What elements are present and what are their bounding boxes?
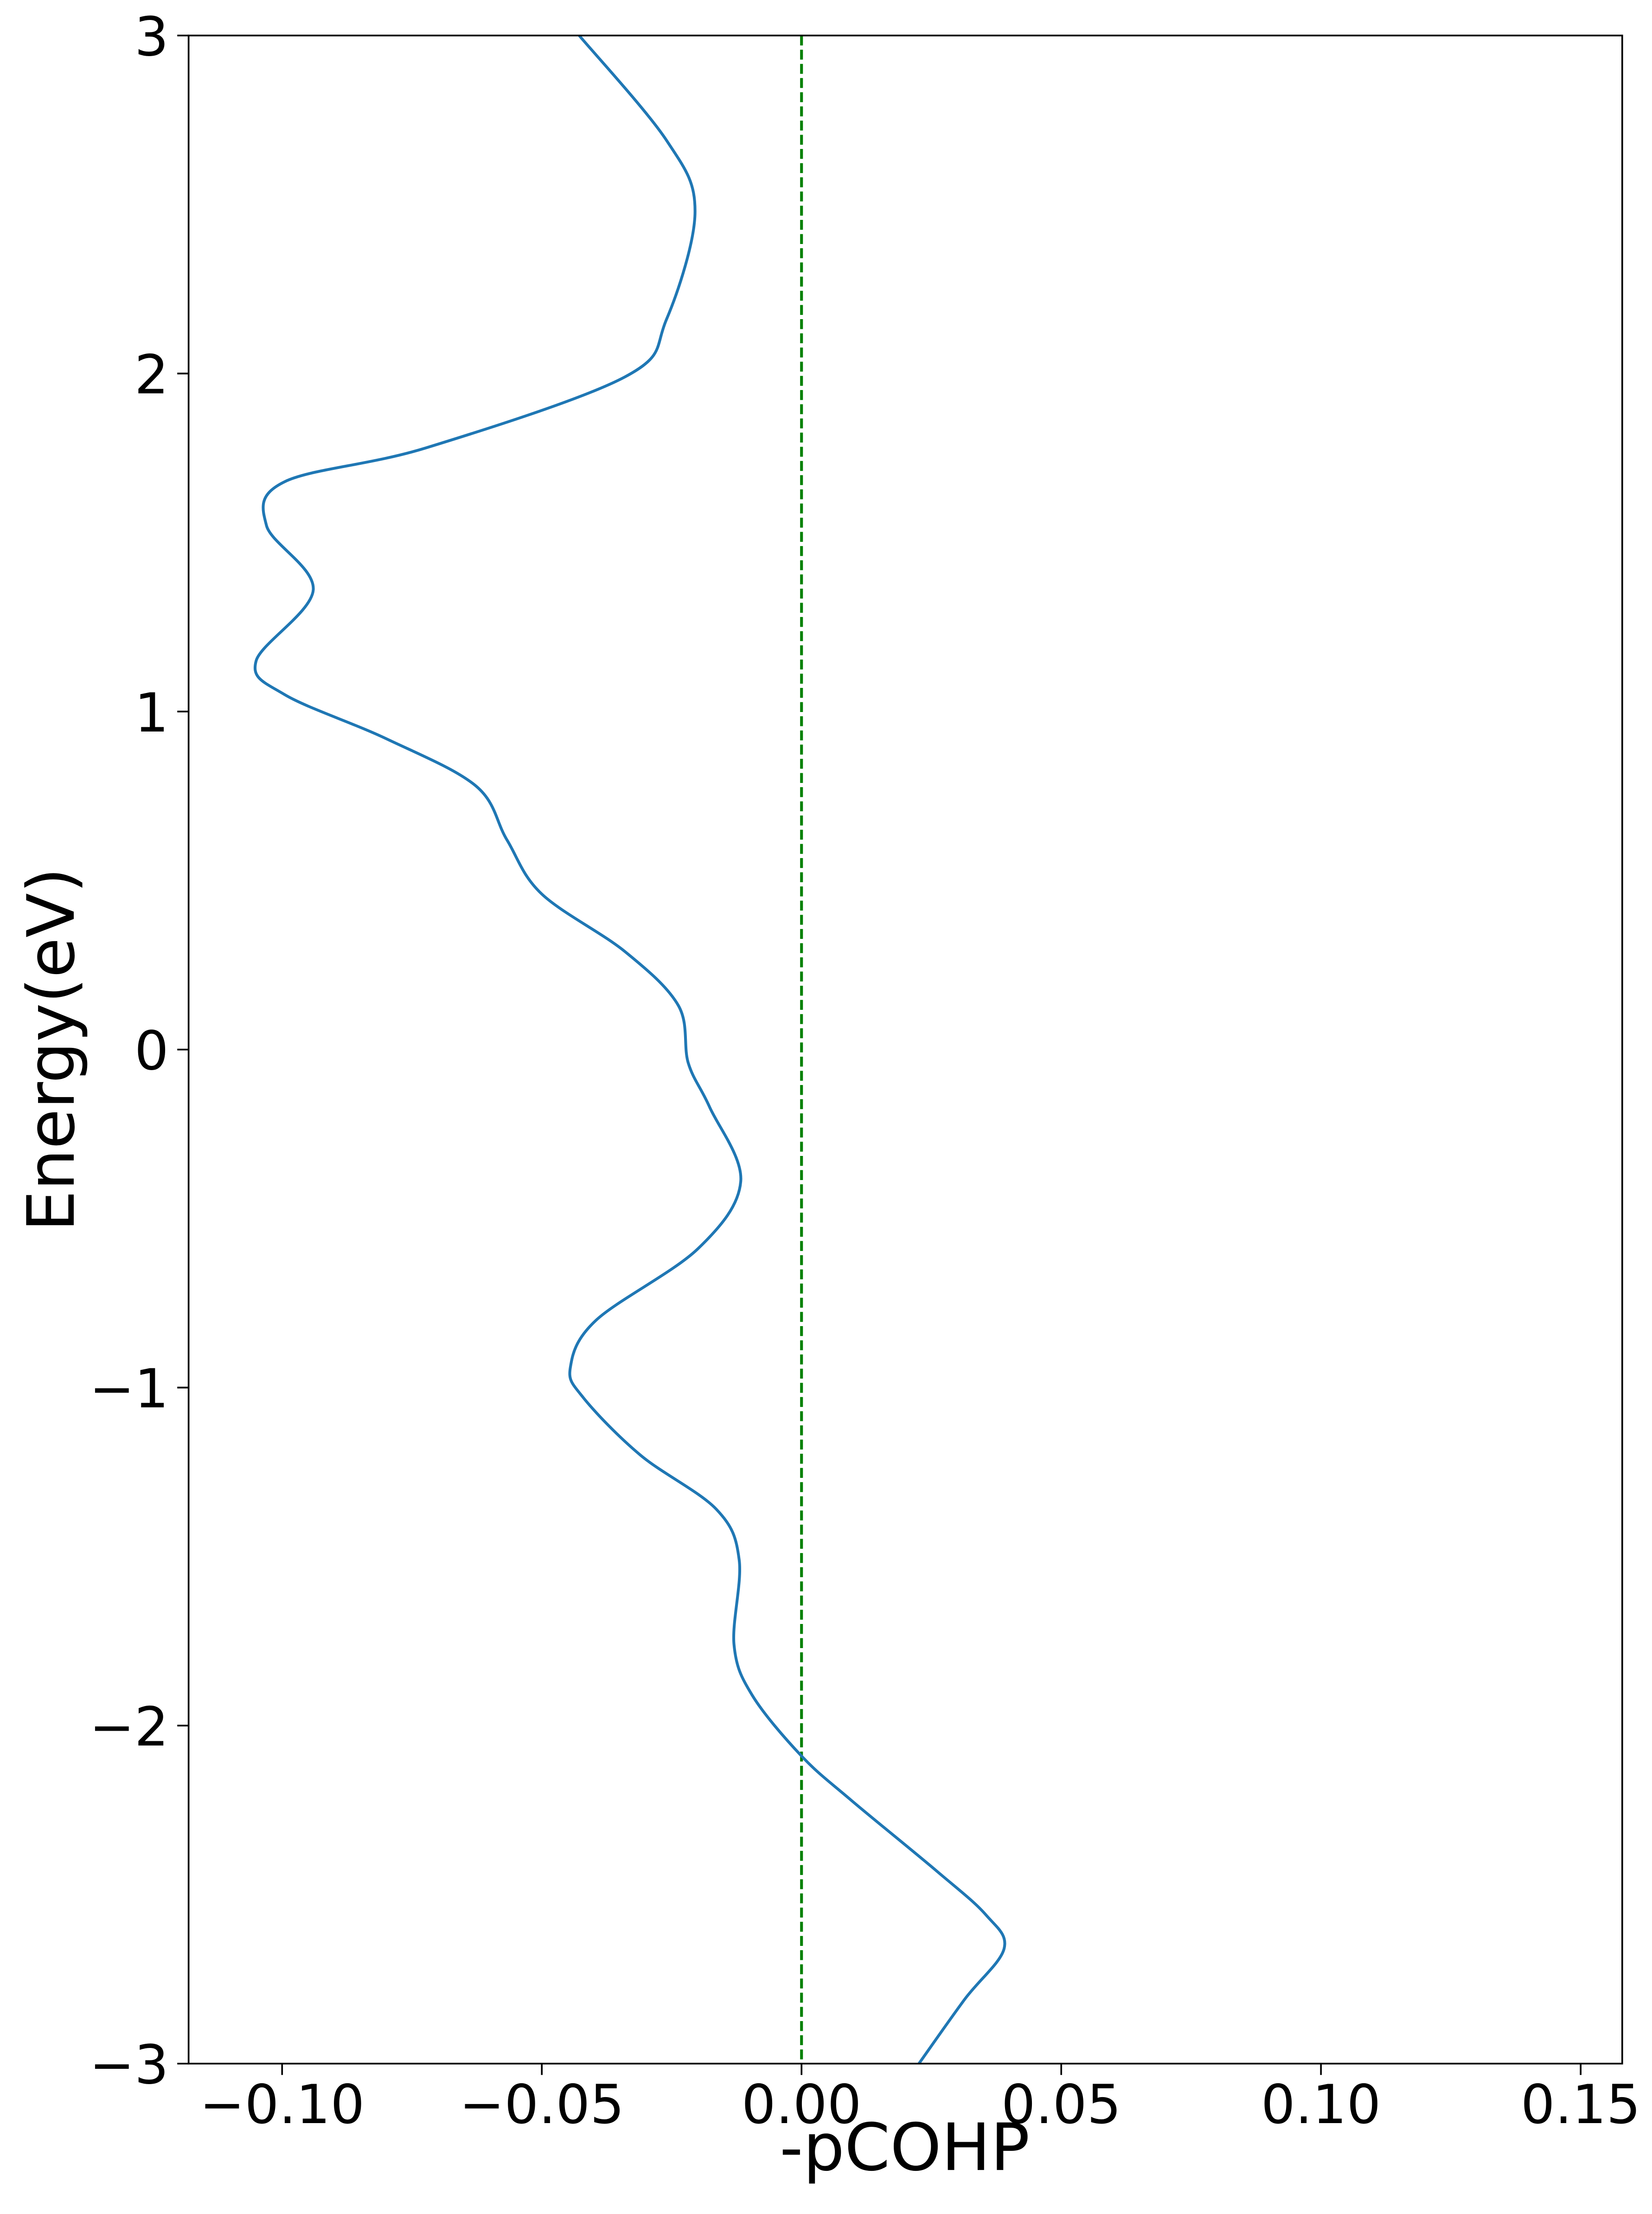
y-tick-label: −3 <box>90 2034 169 2097</box>
curve <box>254 34 1006 2065</box>
y-tick-label: 3 <box>134 6 169 68</box>
x-tick-label: −0.05 <box>459 2073 624 2136</box>
plot-area <box>188 35 1622 2064</box>
y-tick-label: −2 <box>90 1696 169 1758</box>
x-tick-label: 0.15 <box>1521 2073 1641 2136</box>
x-axis-label: -pCOHP <box>780 2110 1030 2186</box>
y-tick-label: −1 <box>90 1358 169 1420</box>
x-tick-label: 0.10 <box>1261 2073 1381 2136</box>
y-tick-label: 1 <box>134 682 169 744</box>
y-tick-label: 2 <box>134 344 169 406</box>
x-tick-label: 0.05 <box>1001 2073 1121 2136</box>
y-tick-label: 0 <box>134 1020 169 1082</box>
plot-frame <box>187 34 1623 2065</box>
x-tick-label: −0.10 <box>199 2073 365 2136</box>
y-axis-label: Energy(eV) <box>13 867 90 1232</box>
x-tick-label: 0.00 <box>742 2073 862 2136</box>
